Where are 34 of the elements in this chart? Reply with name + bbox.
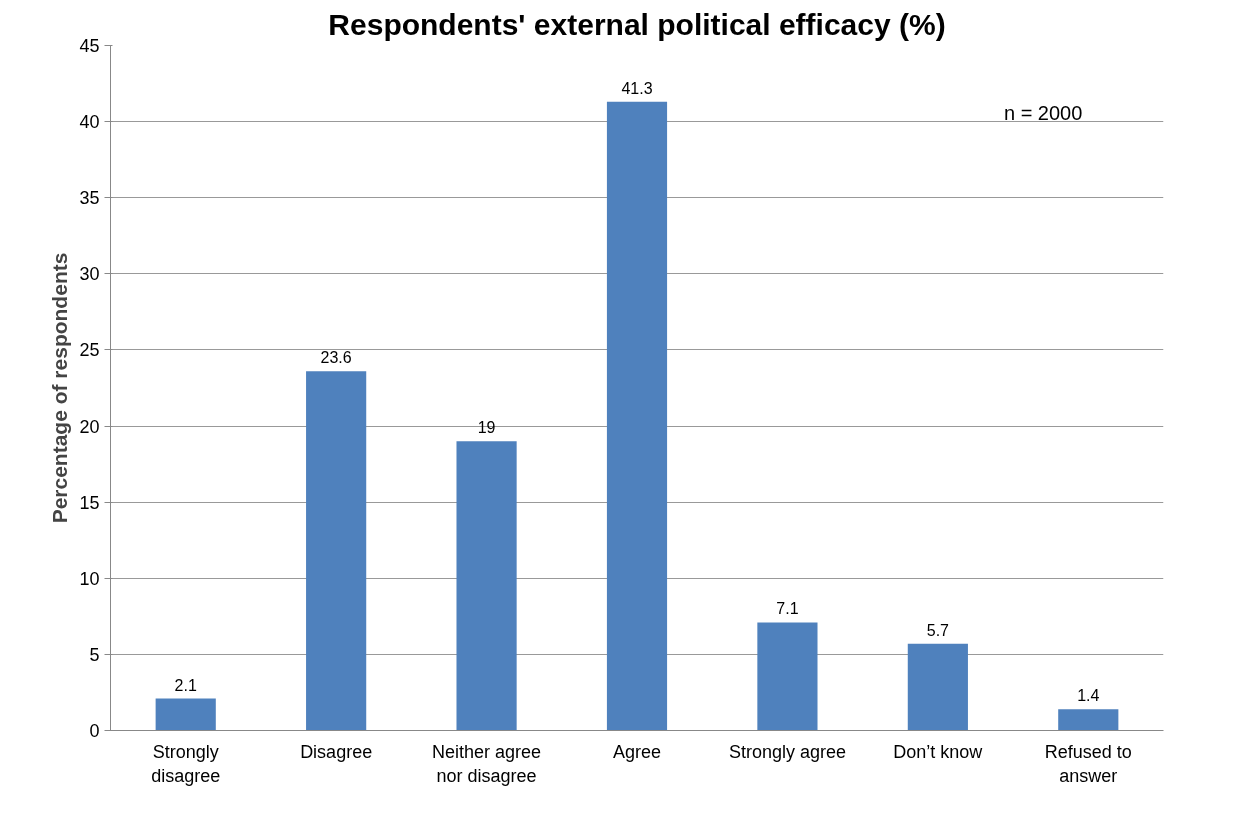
- x-tick-label: Disagree: [300, 741, 373, 762]
- bar: [757, 622, 818, 731]
- y-tick-label: 30: [79, 264, 100, 285]
- x-tick-label: Neither agree nor disagree: [432, 741, 542, 786]
- bar: [155, 698, 216, 731]
- x-tick-label: Don’t know: [893, 741, 984, 762]
- y-tick-label: 15: [79, 492, 100, 513]
- chart-title: Respondents' external political efficacy (%): [328, 7, 946, 41]
- bar: [907, 643, 968, 731]
- y-tick-label: 10: [79, 568, 100, 589]
- bar: [456, 441, 517, 731]
- y-tick-label: 25: [79, 340, 100, 361]
- bar: [1058, 709, 1119, 731]
- data-label: 2.1: [174, 676, 197, 694]
- y-tick-label: 35: [79, 188, 100, 209]
- x-tick-label: Strongly agree: [728, 741, 846, 762]
- bar: [606, 101, 668, 731]
- y-tick-label: 20: [79, 416, 100, 437]
- data-label: 5.7: [926, 621, 950, 639]
- annotation: n = 2000: [1003, 102, 1083, 125]
- y-tick-label: 45: [79, 36, 100, 56]
- data-label: 23.6: [320, 349, 352, 367]
- data-label: 19: [477, 419, 496, 437]
- data-label: 1.4: [1077, 687, 1100, 705]
- bar: [306, 371, 367, 731]
- x-tick-label: Agree: [612, 741, 662, 762]
- x-tick-label: Refused to answer: [1044, 741, 1132, 786]
- y-tick-label: 5: [89, 644, 100, 665]
- data-label: 7.1: [776, 600, 799, 618]
- y-tick-label: 40: [79, 112, 100, 133]
- y-axis-title: Percentage of respondents: [48, 252, 72, 524]
- data-label: 41.3: [621, 79, 653, 97]
- x-tick-label: Strongly disagree: [151, 741, 221, 786]
- y-tick-label: 0: [89, 721, 100, 741]
